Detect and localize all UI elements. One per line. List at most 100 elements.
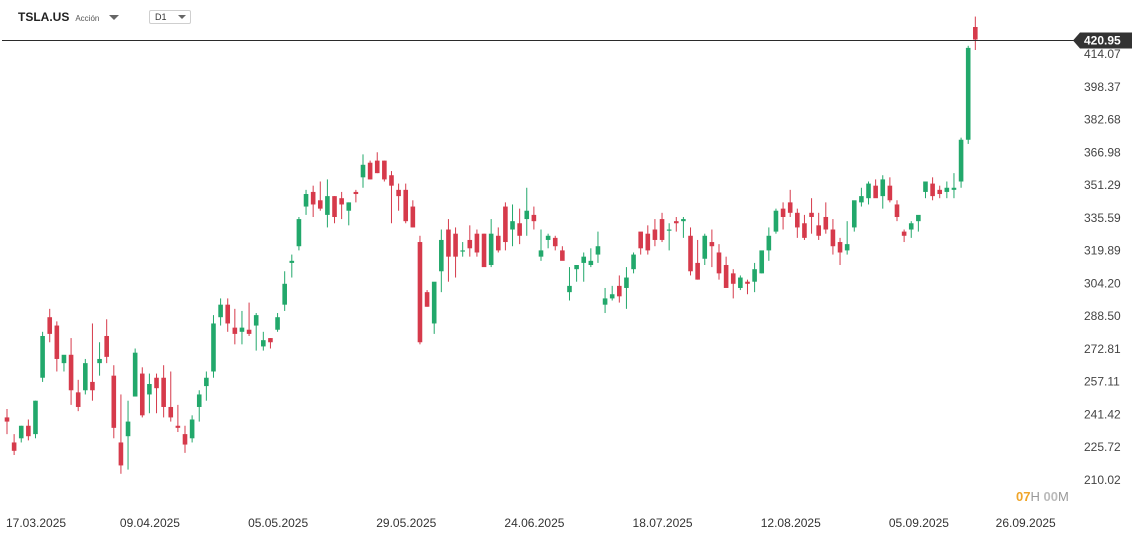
candle-body-down [481, 233, 487, 268]
chevron-down-icon [178, 15, 186, 19]
candle-body-down [446, 229, 451, 257]
x-tick-label: 05.09.2025 [889, 516, 949, 530]
candle-body-up [253, 315, 259, 326]
candle-body-down [310, 191, 316, 205]
candle-body-up [538, 250, 544, 257]
candle-body-up [40, 335, 45, 378]
candle-body-down [154, 377, 159, 389]
candle-body-up [916, 214, 921, 222]
candle-body-down [474, 233, 480, 253]
candle-body-down [317, 200, 323, 209]
candle-body-down [659, 219, 665, 240]
candle-body-up [289, 260, 295, 263]
candle-body-down [54, 325, 60, 359]
y-tick-label: 319.89 [1084, 244, 1121, 258]
y-tick-label: 304.20 [1084, 276, 1121, 290]
candle-body-up [196, 394, 202, 407]
candle-body-down [552, 237, 558, 247]
candle-body-down [47, 317, 53, 334]
candle-body-up [460, 250, 465, 252]
candle-body-down [104, 335, 109, 357]
candle-body-up [18, 425, 24, 439]
candle-body-up [702, 235, 708, 259]
candle-body-down [673, 221, 679, 224]
candle-body-up [189, 419, 195, 439]
candle-body-down [780, 208, 786, 217]
candle-body-up [766, 235, 772, 251]
candle-body-up [360, 164, 366, 178]
countdown-minutes: 00 [1043, 489, 1058, 504]
candle-body-up [923, 181, 928, 192]
candle-body-down [816, 225, 821, 236]
candle-body-down [830, 229, 836, 247]
candle-body-down [531, 214, 537, 222]
candle-body-down [225, 304, 231, 324]
symbol-dropdown-caret-icon[interactable] [109, 14, 120, 20]
candle-body-up [303, 194, 309, 207]
candle-body-up [346, 202, 352, 211]
candle-body-down [802, 223, 807, 238]
current-price-label: 420.95 [1084, 34, 1121, 48]
countdown-hours: 07 [1016, 489, 1031, 504]
candle-body-up [574, 265, 579, 270]
candle-body-up [624, 277, 629, 288]
candle-body-up [752, 269, 757, 282]
candle-body-down [695, 262, 700, 280]
candle-body-down [68, 354, 74, 391]
candle-body-up [296, 219, 302, 247]
x-tick-label: 05.05.2025 [248, 516, 308, 530]
candle-body-up [239, 327, 245, 332]
candle-body-down [332, 196, 337, 217]
current-price-badge [1073, 32, 1132, 49]
candle-body-up [61, 354, 67, 364]
candle-body-up [631, 254, 636, 270]
candle-body-down [809, 212, 814, 217]
candle-body-down [837, 242, 843, 253]
candle-body-down [374, 160, 380, 174]
candle-body-down [745, 281, 750, 284]
instrument-header: TSLA.US Acción [18, 6, 120, 28]
y-tick-label: 241.42 [1084, 407, 1121, 421]
candle-body-down [887, 185, 893, 201]
candle-body-down [795, 212, 800, 228]
candle-body-up [581, 256, 587, 263]
candle-body-down [26, 425, 31, 437]
candle-body-up [866, 183, 871, 199]
candle-body-down [873, 185, 878, 199]
candle-body-down [389, 175, 394, 186]
candle-body-down [75, 392, 81, 407]
candle-body-down [937, 189, 943, 195]
candle-body-down [403, 189, 409, 222]
candle-body-up [944, 187, 950, 192]
candle-body-down [246, 329, 252, 334]
candle-body-down [495, 235, 501, 251]
candle-body-down [930, 183, 935, 197]
y-tick-label: 335.59 [1084, 211, 1121, 225]
candle-body-down [467, 239, 473, 249]
candle-body-down [901, 231, 907, 236]
y-tick-label: 225.72 [1084, 440, 1121, 454]
candle-body-down [111, 375, 117, 428]
timeframe-select[interactable]: D1 [149, 10, 191, 24]
candle-body-down [367, 162, 373, 180]
candle-body-down [4, 417, 10, 422]
candle-body-up [97, 358, 102, 364]
candle-body-up [147, 384, 152, 395]
candle-body-down [175, 425, 181, 428]
candle-body-up [773, 210, 779, 232]
candle-body-down [730, 273, 736, 284]
candle-body-up [595, 246, 601, 255]
candle-body-up [125, 421, 131, 437]
candle-body-up [908, 223, 914, 230]
candle-body-down [617, 285, 622, 297]
x-tick-label: 26.09.2025 [996, 516, 1056, 530]
candle-body-up [602, 298, 608, 305]
candle-body-up [859, 196, 864, 203]
candle-body-up [510, 221, 515, 230]
y-tick-label: 210.02 [1084, 473, 1121, 487]
candle-body-up [325, 196, 330, 215]
candle-body-down [182, 434, 188, 445]
candle-body-up [524, 210, 530, 220]
candle-body-down [417, 242, 423, 343]
